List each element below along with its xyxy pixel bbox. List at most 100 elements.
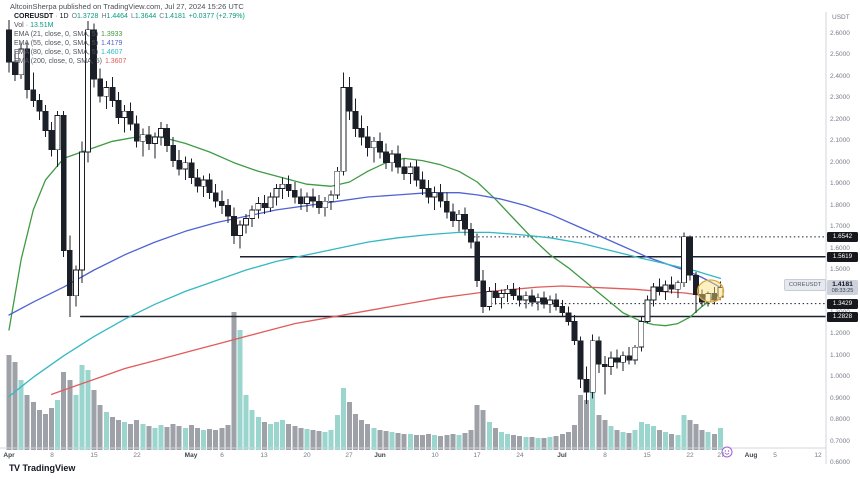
candle-body[interactable] <box>376 140 383 153</box>
legend-ema-row-2[interactable]: EMA (80, close, 0, SMA, 5) 1.4607 <box>14 48 245 57</box>
candle-body[interactable] <box>18 48 25 76</box>
candle-body[interactable] <box>577 340 584 380</box>
candle-body[interactable] <box>164 127 171 146</box>
candle-body[interactable] <box>249 209 256 219</box>
candle-body[interactable] <box>145 134 152 144</box>
candle-body[interactable] <box>608 357 614 367</box>
candle-body[interactable] <box>529 295 535 303</box>
candle-body[interactable] <box>36 100 43 112</box>
legend-volume-row[interactable]: Vol · 13.51M <box>14 22 54 29</box>
candle-body[interactable] <box>687 236 693 276</box>
candle-body[interactable] <box>468 228 475 243</box>
candle-body[interactable] <box>346 87 353 112</box>
level-lines[interactable] <box>80 236 826 318</box>
candle-body[interactable] <box>486 290 493 307</box>
candle-body[interactable] <box>674 282 681 290</box>
candle-body[interactable] <box>322 200 329 209</box>
candle-body[interactable] <box>522 295 529 301</box>
candle-body[interactable] <box>620 355 626 363</box>
price-level-label-1.3429[interactable]: 1.3429 <box>827 298 858 309</box>
candle-body[interactable] <box>267 196 274 209</box>
candle-body[interactable] <box>443 200 450 213</box>
candle-body[interactable] <box>644 299 651 322</box>
candle-body[interactable] <box>279 183 286 189</box>
candle-body[interactable] <box>474 241 481 282</box>
candle-body[interactable] <box>54 115 61 151</box>
ellipse-annotation[interactable] <box>696 279 725 303</box>
candle-body[interactable] <box>401 166 408 174</box>
candle-body[interactable] <box>176 160 183 170</box>
candle-body[interactable] <box>182 162 189 170</box>
legend-ema-row-3[interactable]: EMA (200, close, 0, SMA, 5) 1.3607 <box>14 57 245 66</box>
candle-body[interactable] <box>206 179 213 194</box>
candle-body[interactable] <box>73 269 79 297</box>
tradingview-logo[interactable]: TV TradingView <box>9 463 75 473</box>
candle-body[interactable] <box>115 100 122 119</box>
mood-sticker-icon[interactable] <box>721 446 733 458</box>
last-price-label[interactable]: 1.4181 08:33:25 <box>827 279 858 295</box>
candle-body[interactable] <box>480 280 487 307</box>
candle-body[interactable] <box>97 78 104 97</box>
candle-body[interactable] <box>212 192 219 202</box>
candle-body[interactable] <box>109 87 116 101</box>
candle-body[interactable] <box>668 284 675 290</box>
candle-body[interactable] <box>498 293 505 299</box>
candle-body[interactable] <box>583 378 590 393</box>
candle-body[interactable] <box>121 110 128 118</box>
candle-body[interactable] <box>413 166 420 181</box>
candle-body[interactable] <box>30 89 37 101</box>
candle-body[interactable] <box>547 299 553 305</box>
candle-body[interactable] <box>395 153 402 168</box>
candle-body[interactable] <box>158 127 164 138</box>
candle-body[interactable] <box>340 87 347 172</box>
candle-body[interactable] <box>383 151 389 164</box>
candle-body[interactable] <box>589 340 596 393</box>
candle-body[interactable] <box>699 294 705 303</box>
candle-body[interactable] <box>42 110 49 131</box>
candle-body[interactable] <box>133 123 140 142</box>
candle-body[interactable] <box>91 29 97 80</box>
candle-body[interactable] <box>170 145 177 161</box>
candle-body[interactable] <box>12 61 19 76</box>
candle-body[interactable] <box>297 196 304 204</box>
ma-line-ema-21[interactable] <box>8 136 722 331</box>
candle-body[interactable] <box>504 288 511 294</box>
candle-body[interactable] <box>285 183 292 191</box>
candle-body[interactable] <box>303 196 310 204</box>
ma-line-ema-200[interactable] <box>50 285 722 396</box>
candle-body[interactable] <box>638 320 645 348</box>
legend-symbol-row[interactable]: COREUSDT · 1D O1.3728 H1.4464 L1.3644 C1.4181 +… <box>14 13 245 20</box>
candle-body[interactable] <box>626 355 633 361</box>
candle-body[interactable] <box>328 194 335 202</box>
candle-body[interactable] <box>24 48 31 91</box>
candle-body[interactable] <box>389 153 395 164</box>
candle-body[interactable] <box>60 115 67 252</box>
candle-body[interactable] <box>601 363 608 367</box>
candle-body[interactable] <box>437 192 444 202</box>
candle-body[interactable] <box>449 211 456 222</box>
candle-body[interactable] <box>370 140 377 149</box>
candle-body[interactable] <box>79 151 85 271</box>
candle-body[interactable] <box>462 213 468 230</box>
candle-body[interactable] <box>541 297 547 305</box>
ma-line-ema-80[interactable] <box>8 231 722 398</box>
candle-body[interactable] <box>139 134 146 142</box>
candle-body[interactable] <box>614 357 620 363</box>
candle-body[interactable] <box>316 200 323 209</box>
legend-ema-row-1[interactable]: EMA (55, close, 0, SMA, 5) 1.4179 <box>14 39 245 48</box>
candle-body[interactable] <box>492 290 499 299</box>
candle-body[interactable] <box>693 274 699 295</box>
candle-body[interactable] <box>358 127 365 138</box>
candle-body[interactable] <box>194 177 201 187</box>
candle-body[interactable] <box>188 162 195 179</box>
candle-body[interactable] <box>431 192 438 198</box>
candle-body[interactable] <box>6 29 12 63</box>
candle-body[interactable] <box>291 190 298 198</box>
candle-body[interactable] <box>571 320 578 342</box>
candle-body[interactable] <box>681 236 687 284</box>
candle-body[interactable] <box>310 196 316 202</box>
price-level-label-1.5619[interactable]: 1.5619 <box>827 251 858 262</box>
candle-body[interactable] <box>261 203 268 209</box>
candle-body[interactable] <box>127 110 134 125</box>
candle-body[interactable] <box>352 110 359 129</box>
